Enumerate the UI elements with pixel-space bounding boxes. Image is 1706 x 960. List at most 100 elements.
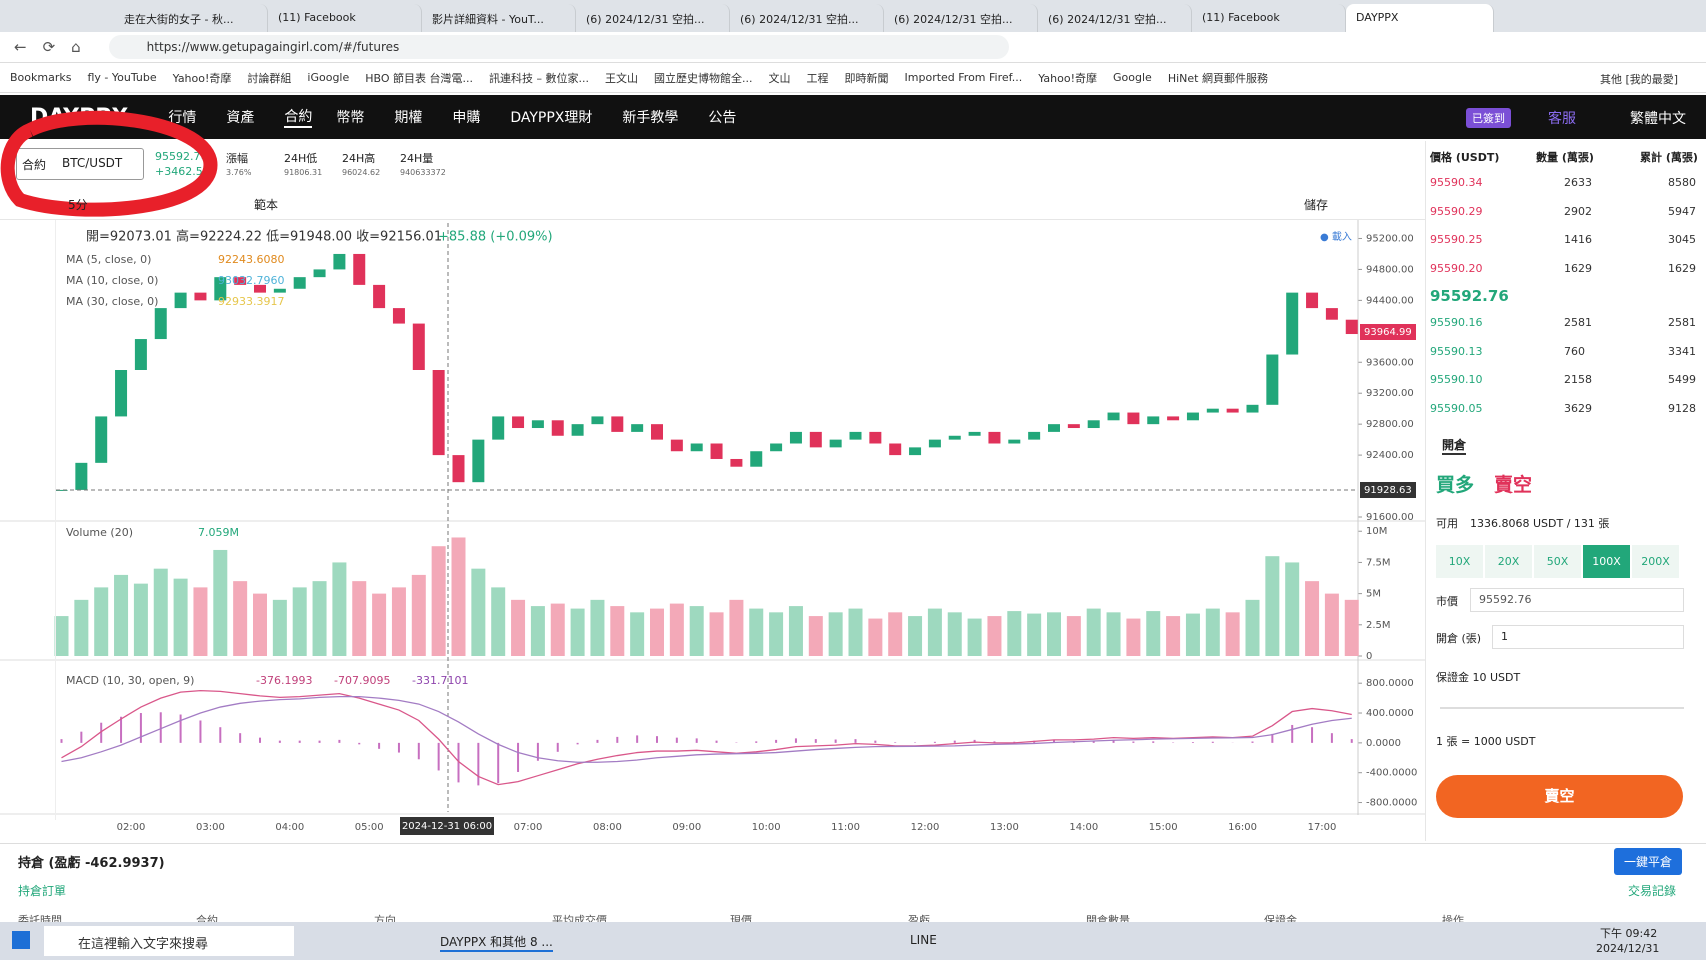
- macd-bar: [318, 740, 321, 743]
- bookmark[interactable]: 即時新聞: [844, 71, 889, 85]
- nav-item[interactable]: 合約: [284, 106, 313, 128]
- y-tick-label: 93600.00: [1366, 357, 1414, 368]
- contract-box[interactable]: [16, 148, 144, 180]
- last-price-tag: [1360, 324, 1416, 340]
- leverage[interactable]: 10X: [1436, 545, 1483, 578]
- macd-bar: [556, 742, 559, 752]
- volume-bar: [312, 581, 327, 656]
- macd-bar: [1152, 741, 1155, 743]
- nav-item[interactable]: 期權: [394, 110, 423, 126]
- browser-tab[interactable]: 影片詳細資料 - YouT...: [422, 4, 576, 32]
- bookmark[interactable]: 王文山: [605, 71, 639, 85]
- bookmark[interactable]: Bookmarks: [10, 71, 72, 84]
- leverage[interactable]: 20X: [1485, 545, 1532, 578]
- volume-bar: [213, 549, 228, 656]
- macd-bar: [1330, 733, 1333, 743]
- macd-bar: [179, 714, 182, 743]
- trade-tab[interactable]: 開倉: [1442, 436, 1467, 455]
- candle: [889, 443, 902, 456]
- positions-title: 持倉 (盈虧 -462.9937): [18, 856, 165, 871]
- candle: [611, 416, 624, 432]
- candle: [651, 424, 663, 440]
- volume-bar: [1265, 556, 1280, 656]
- bookmark-folder[interactable]: 其他 [我的最愛]: [1600, 73, 1679, 86]
- browser-tab[interactable]: (6) 2024/12/31 空拍...: [1038, 4, 1192, 32]
- bookmark[interactable]: Yahoo!奇摩: [172, 71, 232, 85]
- crosshair-price: 91928.63: [1364, 485, 1412, 496]
- task-line[interactable]: LINE: [910, 933, 937, 947]
- badge[interactable]: 已簽到: [1466, 108, 1511, 128]
- candle: [1226, 408, 1239, 413]
- nav-item[interactable]: 新手教學: [622, 110, 679, 126]
- start[interactable]: [12, 931, 30, 949]
- bookmark[interactable]: Google: [1113, 71, 1152, 84]
- nav-item[interactable]: 資產: [226, 110, 255, 126]
- nav-item[interactable]: DAYPPX理財: [510, 110, 593, 126]
- sell-tab[interactable]: 賣空: [1494, 474, 1533, 496]
- ob-cell: 2581: [1668, 316, 1696, 329]
- url-bar[interactable]: https://www.getupagaingirl.com/#/futures: [108, 35, 1009, 59]
- candle: [968, 431, 981, 436]
- bookmark[interactable]: fly - YouTube: [87, 71, 157, 84]
- browser-tab[interactable]: (6) 2024/12/31 空拍...: [576, 4, 730, 32]
- bookmark[interactable]: Imported From Firef...: [904, 71, 1023, 84]
- buy-tab[interactable]: 買多: [1436, 474, 1475, 496]
- ob-cell: 3341: [1668, 344, 1696, 358]
- candle: [1246, 404, 1259, 413]
- candle: [95, 416, 108, 463]
- qty-input[interactable]: 1: [1492, 625, 1684, 649]
- macd-bar: [259, 737, 261, 743]
- browser-tab[interactable]: 走在大街的女子 - 秋...: [114, 4, 268, 32]
- language[interactable]: 繁體中文: [1630, 111, 1686, 127]
- submit[interactable]: 賣空: [1436, 775, 1683, 818]
- bookmark[interactable]: HBO 節目表 台灣電...: [365, 71, 474, 85]
- y-tick-label: 95200.00: [1366, 233, 1414, 244]
- volume-bar: [153, 568, 168, 656]
- toolbar-line: [0, 219, 1425, 220]
- macd-bar: [1311, 727, 1314, 743]
- bookmark-bar: Bookmarks fly - YouTube Yahoo!奇摩 討論群組 iGoogl…: [0, 63, 1706, 93]
- leverage[interactable]: 200X: [1632, 545, 1679, 578]
- x-tick-label: 05:00: [355, 822, 384, 833]
- macd-line: [61, 695, 1352, 763]
- save[interactable]: 儲存: [1304, 198, 1329, 212]
- browser-tab[interactable]: DAYPPX: [1346, 4, 1494, 32]
- task-app[interactable]: DAYPPX 和其他 8 ...: [440, 933, 553, 952]
- ma-name: MA (10, close, 0): [66, 274, 158, 287]
- nav-item[interactable]: 公告: [708, 110, 737, 126]
- volume-bar: [1027, 613, 1042, 656]
- close-all[interactable]: 一鍵平倉: [1614, 848, 1683, 875]
- interval[interactable]: 5分: [68, 198, 88, 212]
- ob-header: 價格 (USDT): [1430, 151, 1500, 164]
- browser-tab[interactable]: (11) Facebook: [268, 4, 422, 32]
- template[interactable]: 範本: [254, 198, 279, 212]
- service[interactable]: 客服: [1548, 111, 1576, 127]
- bookmark[interactable]: HiNet 網頁郵件服務: [1167, 71, 1268, 85]
- search[interactable]: 在這裡輸入文字來搜尋: [44, 926, 294, 956]
- candle: [392, 308, 405, 324]
- nav-buttons[interactable]: ←⟳⌂: [14, 38, 97, 56]
- bookmark[interactable]: iGoogle: [307, 71, 350, 84]
- leverage[interactable]: 50X: [1534, 545, 1581, 578]
- macd-bar: [199, 720, 202, 743]
- nav-item[interactable]: 申購: [452, 110, 481, 126]
- browser-tab[interactable]: (11) Facebook: [1192, 4, 1346, 32]
- bookmark[interactable]: 國立歷史博物館全...: [654, 71, 753, 85]
- bookmark[interactable]: 工程: [806, 71, 829, 85]
- bookmark[interactable]: Yahoo!奇摩: [1038, 71, 1098, 85]
- history[interactable]: 交易記錄: [1628, 884, 1677, 898]
- price-input[interactable]: 95592.76: [1470, 588, 1684, 612]
- annotation-circle: [0, 110, 218, 217]
- stat-value: 91806.31: [284, 168, 323, 177]
- bookmark[interactable]: 討論群組: [247, 71, 292, 85]
- pane-value: -331.7101: [412, 674, 468, 687]
- slider[interactable]: [1440, 707, 1684, 709]
- nav-item[interactable]: 行情: [168, 110, 197, 126]
- nav-item[interactable]: 幣幣: [336, 110, 365, 126]
- leverage[interactable]: 100X: [1583, 545, 1630, 578]
- browser-tab[interactable]: (6) 2024/12/31 空拍...: [730, 4, 884, 32]
- bookmark[interactable]: 文山: [768, 71, 791, 85]
- positions-tab[interactable]: 持倉訂單: [18, 884, 67, 898]
- browser-tab[interactable]: (6) 2024/12/31 空拍...: [884, 4, 1038, 32]
- bookmark[interactable]: 訊連科技 – 數位家...: [489, 71, 590, 85]
